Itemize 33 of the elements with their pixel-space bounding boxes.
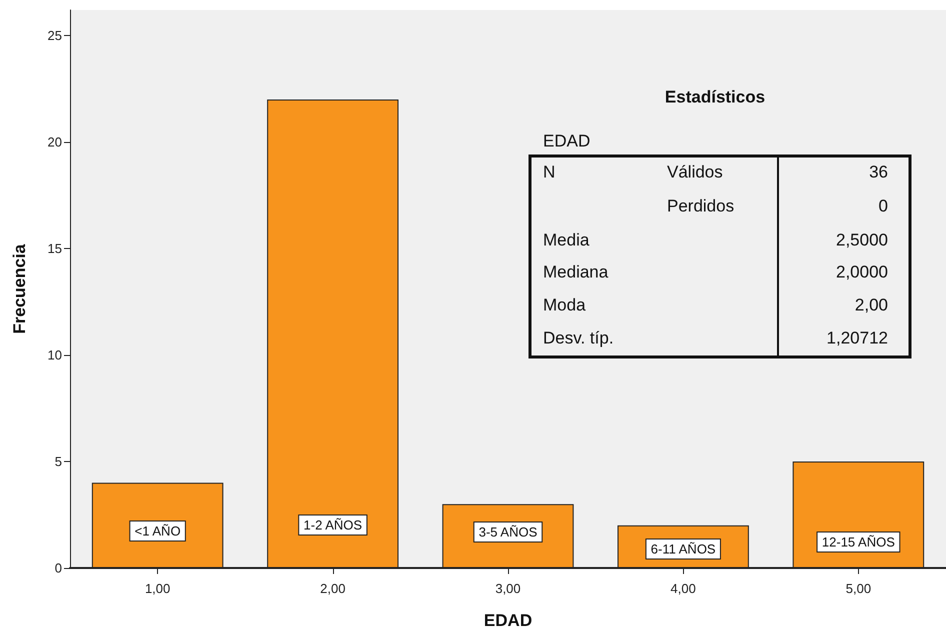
annotation: 3-5 AÑOS — [478, 524, 538, 540]
annotation: 0 — [878, 196, 888, 216]
x-tick-label: 1,00 — [144, 581, 170, 596]
annotation: 36 — [869, 162, 888, 182]
x-tick-label: 3,00 — [495, 581, 521, 596]
x-tick-label: 4,00 — [670, 581, 696, 596]
annotation: 1-2 AÑOS — [304, 518, 362, 532]
annotation: 6-11 AÑOS — [650, 542, 716, 556]
annotation: Moda — [543, 296, 586, 314]
y-tick-label: 10 — [48, 348, 62, 363]
annotation: Media — [543, 230, 590, 250]
y-axis-title: Frecuencia — [10, 244, 29, 334]
y-tick-label: 5 — [54, 454, 62, 470]
x-axis-title: EDAD — [484, 611, 532, 630]
annotation: Estadísticos — [664, 88, 766, 106]
annotation: Mediana — [543, 262, 609, 282]
y-tick-label: 0 — [54, 560, 62, 576]
annotation: 12-15 AÑOS — [822, 534, 896, 550]
annotation: 2,5000 — [836, 230, 888, 250]
y-tick-label: 15 — [48, 241, 62, 256]
annotation: EDAD — [543, 132, 590, 150]
x-tick-label: 5,00 — [846, 581, 872, 596]
annotation: Perdidos — [667, 196, 734, 216]
annotation: Desv. típ. — [543, 328, 614, 348]
annotation: Válidos — [667, 162, 723, 182]
annotation: <1 AÑO — [134, 524, 181, 538]
annotation: N — [543, 162, 556, 182]
y-tick-label: 25 — [48, 28, 62, 44]
y-tick-label: 20 — [48, 134, 62, 150]
annotation: 1,20712 — [826, 328, 888, 348]
x-tick-label: 2,00 — [320, 581, 346, 596]
annotation: 2,0000 — [836, 262, 888, 282]
annotation: 2,00 — [854, 296, 888, 314]
